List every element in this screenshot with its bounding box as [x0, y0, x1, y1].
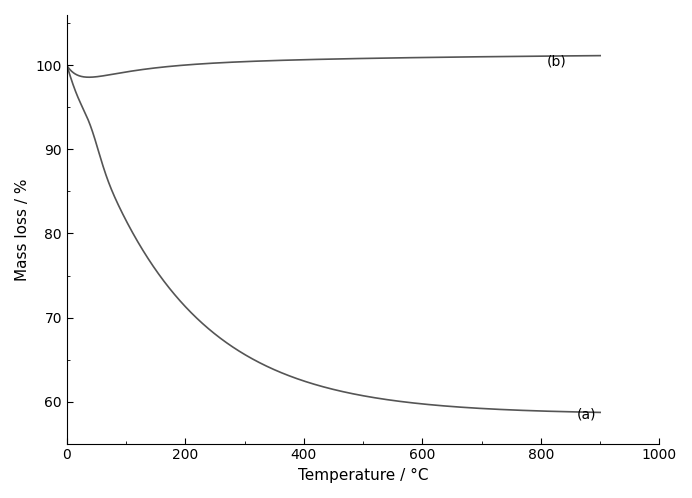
X-axis label: Temperature / °C: Temperature / °C — [298, 468, 428, 483]
Text: (a): (a) — [576, 407, 596, 421]
Text: (b): (b) — [547, 54, 567, 68]
Y-axis label: Mass loss / %: Mass loss / % — [15, 178, 30, 280]
